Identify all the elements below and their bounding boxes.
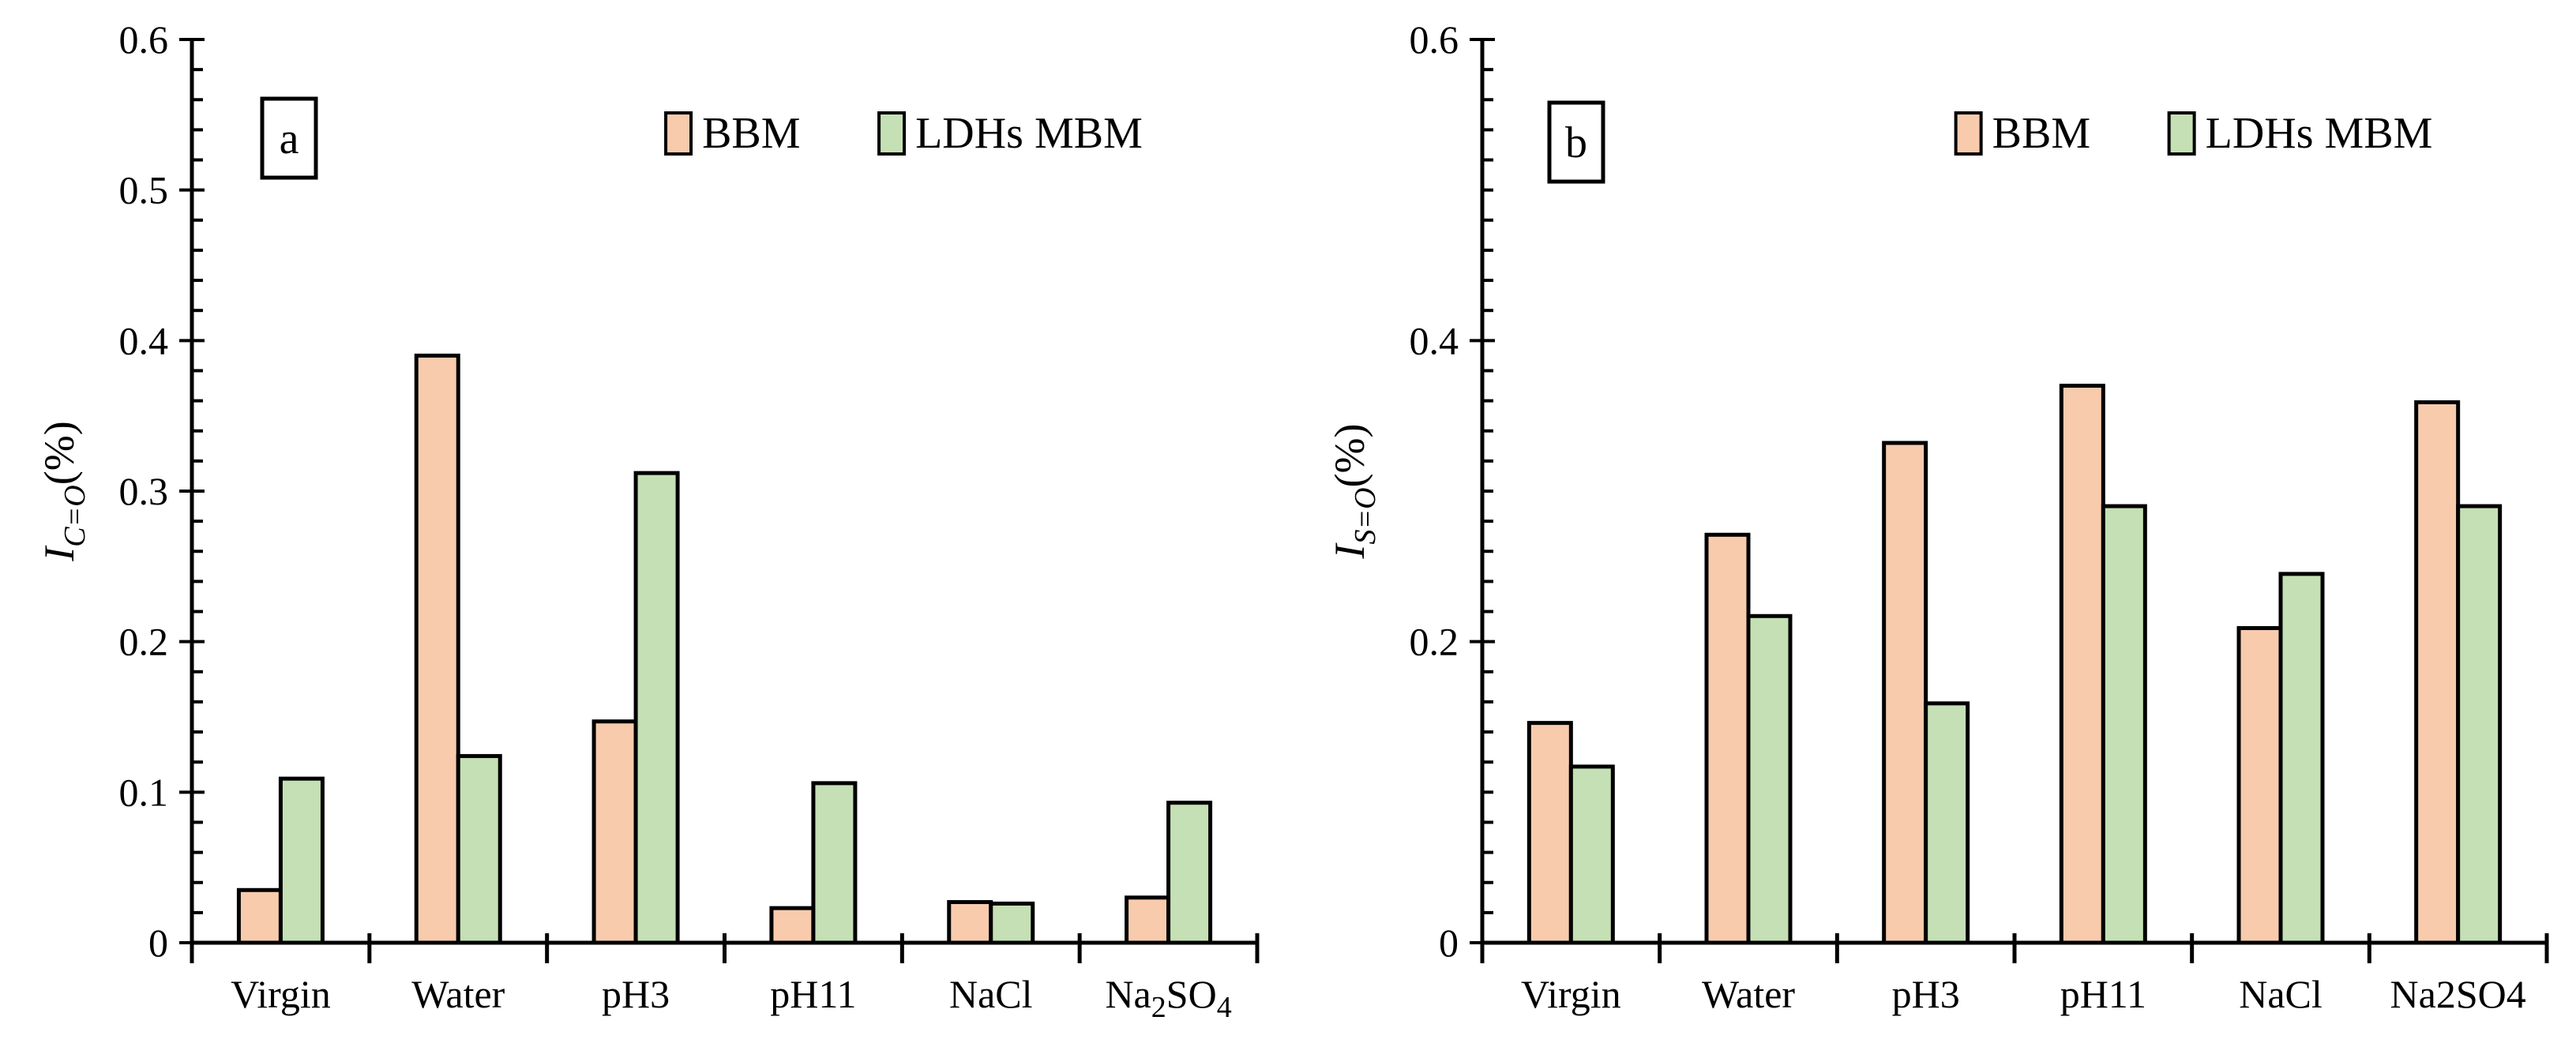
- bar-a-bbm-water: [414, 353, 460, 945]
- bar-b-bbm-na2so4: [2414, 400, 2461, 945]
- chart-panel-b: 0 0.2 0.4 0.6 Virgin Water pH3 pH11 NaCl Na2SO4 IS…: [1326, 17, 2549, 1016]
- panel-letter-box: [260, 96, 318, 180]
- y-axis-label-subscript: S=O: [1349, 487, 1382, 544]
- x-tick-label-ph3: pH3: [602, 972, 670, 1016]
- bar-b-bbm-ph3: [1882, 441, 1928, 945]
- x-tick-label-ph11: pH11: [770, 972, 856, 1016]
- panel-letter: a: [280, 114, 299, 163]
- x-tick-label-text: pH3: [602, 972, 670, 1016]
- x-tick-label-virgin: Virgin: [231, 972, 331, 1016]
- y-tick-label: 0.2: [1410, 620, 1459, 664]
- x-tick-label-text: Water: [411, 972, 505, 1016]
- x-tick-label-nacl: NaCl: [2239, 972, 2323, 1016]
- y-tick-label: 0.1: [119, 770, 169, 814]
- y-tick-label: 0.6: [119, 17, 169, 62]
- bar-b-bbm-virgin: [1526, 721, 1573, 945]
- bar-a-bbm-virgin: [236, 887, 283, 945]
- bar-b-bbm-water: [1704, 532, 1751, 945]
- legend-swatch-bbm: [664, 111, 693, 156]
- x-tick-label-virgin: Virgin: [1521, 972, 1621, 1016]
- bar-a-bbm-ph11: [769, 906, 816, 945]
- bar-b-ldhs-mbm-ph3: [1924, 701, 1970, 945]
- legend-label: LDHs MBM: [2206, 109, 2433, 158]
- x-tick-label-na2so4: Na2SO4: [2390, 972, 2526, 1016]
- x-tick-label-text: pH11: [770, 972, 856, 1016]
- y-tick-label: 0.4: [1410, 318, 1459, 362]
- y-axis-label-subscript: C=O: [58, 485, 92, 546]
- y-tick-label: 0.2: [119, 620, 169, 664]
- bar-a-ldhs-mbm-na2so4: [1166, 801, 1213, 945]
- x-tick-label-text: NaCl: [949, 972, 1033, 1016]
- y-tick-label: 0: [1439, 921, 1459, 965]
- bar-a-ldhs-mbm-water: [456, 754, 502, 945]
- x-tick-label-text: SO: [1166, 972, 1217, 1016]
- bar-a-ldhs-mbm-ph3: [633, 471, 680, 945]
- y-axis-label-symbol: I: [1326, 542, 1373, 560]
- y-axis-label: IC=O(%): [36, 421, 92, 561]
- legend-label: BBM: [1992, 109, 2091, 158]
- x-tick-label-na2so4: Na2SO4: [1105, 972, 1231, 1024]
- y-tick-label: 0.5: [119, 168, 169, 212]
- x-tick-label-text: Na2SO4: [2390, 972, 2526, 1016]
- x-tick-label-text: Water: [1702, 972, 1795, 1016]
- bar-a-ldhs-mbm-ph11: [811, 781, 858, 945]
- bar-a-ldhs-mbm-virgin: [278, 776, 325, 945]
- x-tick-label-text: Virgin: [231, 972, 331, 1016]
- bar-b-ldhs-mbm-virgin: [1568, 764, 1615, 945]
- y-tick-label: 0.3: [119, 469, 169, 513]
- x-tick-label-text: pH11: [2060, 972, 2146, 1016]
- legend-label: LDHs MBM: [915, 109, 1143, 158]
- bar-b-ldhs-mbm-nacl: [2278, 572, 2325, 945]
- x-tick-label-text: Na: [1105, 972, 1151, 1016]
- y-axis-label-unit: (%): [1326, 423, 1373, 487]
- bar-a-ldhs-mbm-nacl: [989, 901, 1035, 945]
- bar-b-ldhs-mbm-ph11: [2101, 504, 2147, 945]
- y-tick-label: 0: [148, 921, 168, 965]
- legend-swatch-ldhs-mbm: [877, 111, 907, 156]
- x-tick-label-nacl: NaCl: [949, 972, 1033, 1016]
- legend-label: BBM: [702, 109, 801, 158]
- x-tick-label-text: NaCl: [2239, 972, 2323, 1016]
- panel-letter-box: [1547, 100, 1605, 184]
- x-tick-label-text: Virgin: [1521, 972, 1621, 1016]
- bar-b-ldhs-mbm-na2so4: [2456, 504, 2503, 945]
- bar-b-ldhs-mbm-water: [1746, 613, 1793, 945]
- x-tick-label-text: pH3: [1892, 972, 1960, 1016]
- x-tick-label-ph3: pH3: [1892, 972, 1960, 1016]
- y-axis-label: IS=O(%): [1326, 423, 1382, 559]
- x-tick-label-water: Water: [411, 972, 505, 1016]
- y-tick-label: 0.4: [119, 318, 169, 362]
- y-axis-label-unit: (%): [36, 421, 83, 485]
- legend-swatch-ldhs-mbm: [2167, 111, 2196, 156]
- x-tick-label-subscript: 2: [1151, 991, 1166, 1024]
- bar-b-bbm-nacl: [2236, 626, 2283, 945]
- x-tick-label-subscript: 4: [1217, 991, 1232, 1024]
- bar-b-bbm-ph11: [2059, 384, 2105, 945]
- y-axis-label-symbol: I: [36, 545, 83, 562]
- x-tick-label-ph11: pH11: [2060, 972, 2146, 1016]
- bar-a-bbm-na2so4: [1125, 895, 1171, 945]
- y-tick-label: 0.6: [1410, 17, 1459, 62]
- bar-a-bbm-ph3: [591, 719, 638, 945]
- x-tick-label-water: Water: [1702, 972, 1795, 1016]
- panel-letter: b: [1565, 118, 1587, 167]
- legend-swatch-bbm: [1954, 111, 1983, 156]
- bar-a-bbm-nacl: [947, 900, 993, 945]
